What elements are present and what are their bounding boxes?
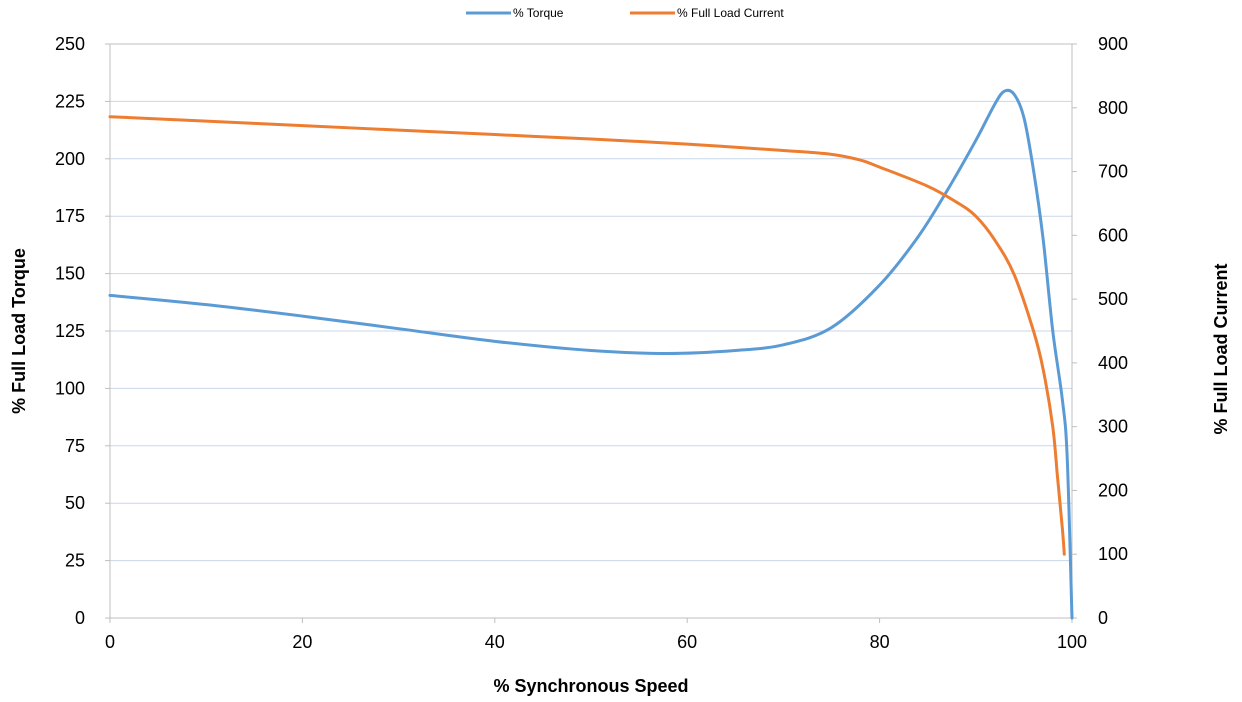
series-lines bbox=[108, 88, 1074, 620]
y-left-tick-label: 0 bbox=[75, 608, 85, 628]
y-right-tick-label: 900 bbox=[1098, 34, 1128, 54]
y-left-tick-label: 25 bbox=[65, 551, 85, 571]
y-right-tick-label: 500 bbox=[1098, 289, 1128, 309]
legend-label-torque: % Torque bbox=[513, 6, 564, 20]
x-tick-label: 40 bbox=[485, 632, 505, 652]
y-right-tick-label: 600 bbox=[1098, 225, 1128, 245]
x-tick-label: 100 bbox=[1057, 632, 1087, 652]
y-right-tick-label: 400 bbox=[1098, 353, 1128, 373]
y-left-tick-label: 100 bbox=[55, 378, 85, 398]
y-right-tick-labels: 0 100 200 300 400 500 600 700 800 900 bbox=[1072, 34, 1128, 628]
x-tick-labels: 0 20 40 60 80 100 bbox=[105, 618, 1087, 652]
y-left-tick-labels: 0 25 50 75 100 125 150 175 200 225 250 bbox=[55, 34, 110, 628]
y-left-tick-label: 50 bbox=[65, 493, 85, 513]
y-right-tick-label: 800 bbox=[1098, 98, 1128, 118]
y-left-tick-label: 75 bbox=[65, 436, 85, 456]
x-axis-title: % Synchronous Speed bbox=[493, 676, 688, 696]
y-left-tick-label: 125 bbox=[55, 321, 85, 341]
series-line-current bbox=[108, 115, 1066, 556]
gridlines bbox=[110, 43, 1072, 562]
y-right-tick-label: 300 bbox=[1098, 417, 1128, 437]
y-left-tick-label: 150 bbox=[55, 264, 85, 284]
x-tick-label: 20 bbox=[292, 632, 312, 652]
y-left-tick-label: 225 bbox=[55, 91, 85, 111]
y-right-axis-title: % Full Load Current bbox=[1211, 263, 1231, 434]
y-right-tick-label: 0 bbox=[1098, 608, 1108, 628]
y-left-axis-title: % Full Load Torque bbox=[9, 248, 29, 414]
y-left-tick-label: 200 bbox=[55, 149, 85, 169]
x-tick-label: 60 bbox=[677, 632, 697, 652]
y-left-tick-label: 175 bbox=[55, 206, 85, 226]
y-right-tick-label: 100 bbox=[1098, 544, 1128, 564]
y-right-tick-label: 700 bbox=[1098, 162, 1128, 182]
legend-label-current: % Full Load Current bbox=[677, 6, 784, 20]
series-line-torque bbox=[108, 88, 1074, 620]
y-left-tick-label: 250 bbox=[55, 34, 85, 54]
legend: % Torque % Full Load Current bbox=[466, 6, 784, 20]
x-tick-label: 0 bbox=[105, 632, 115, 652]
x-tick-label: 80 bbox=[870, 632, 890, 652]
y-right-tick-label: 200 bbox=[1098, 480, 1128, 500]
